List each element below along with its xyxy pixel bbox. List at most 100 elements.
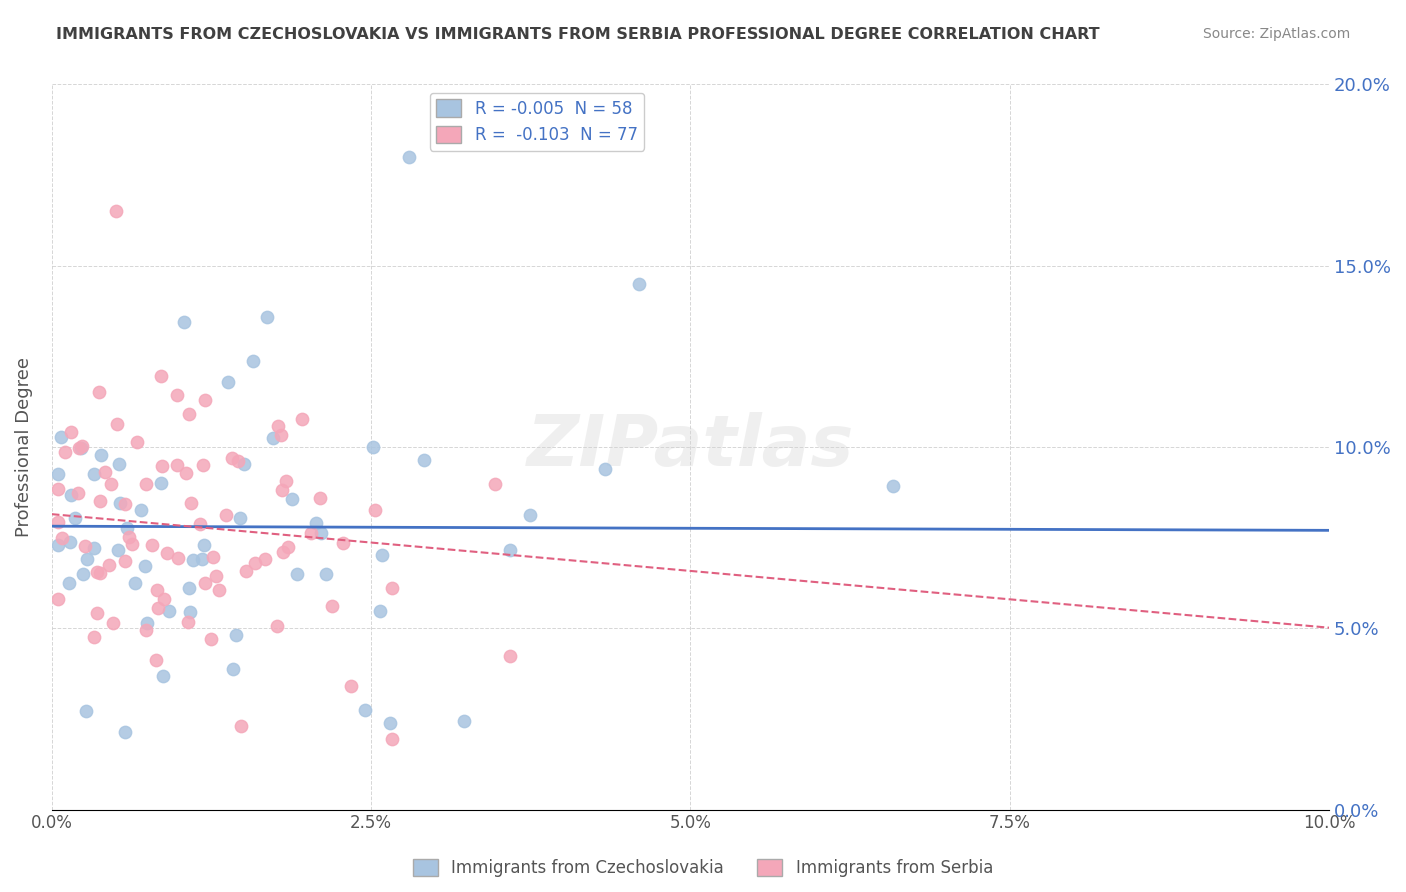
Point (83, 630, 105, 644)
Point (173, 315, 195, 329)
Text: ZIPatlas: ZIPatlas (527, 412, 853, 482)
Point (174, 466, 197, 480)
Legend: Immigrants from Czechoslovakia, Immigrants from Serbia: Immigrants from Czechoslovakia, Immigran… (406, 852, 1000, 884)
Point (83, 541, 105, 556)
Point (89, 566, 111, 580)
Point (271, 545, 294, 559)
Point (205, 569, 228, 583)
Point (100, 477, 122, 491)
Text: IMMIGRANTS FROM CZECHOSLOVAKIA VS IMMIGRANTS FROM SERBIA PROFESSIONAL DEGREE COR: IMMIGRANTS FROM CZECHOSLOVAKIA VS IMMIGR… (56, 27, 1099, 42)
Point (271, 483, 294, 498)
Point (593, 461, 616, 475)
Point (179, 408, 201, 422)
Point (882, 478, 904, 492)
Point (46, 538, 69, 552)
Point (370, 549, 392, 563)
Point (208, 582, 231, 597)
Point (361, 441, 384, 455)
Point (332, 536, 354, 550)
Point (149, 475, 172, 490)
Point (87, 384, 110, 399)
Point (225, 628, 247, 642)
Point (166, 458, 188, 472)
Point (221, 451, 243, 466)
Point (194, 392, 217, 407)
Point (105, 417, 128, 431)
Point (315, 567, 337, 582)
Point (215, 508, 238, 523)
Point (152, 669, 174, 683)
Point (308, 491, 330, 505)
Point (148, 600, 170, 615)
Point (150, 368, 173, 383)
Point (484, 476, 506, 491)
Point (51, 531, 73, 545)
Point (67, 442, 90, 456)
Point (274, 475, 297, 489)
Point (299, 526, 322, 541)
Point (166, 388, 188, 402)
Point (114, 497, 136, 511)
Point (188, 517, 211, 532)
Point (226, 454, 249, 468)
Point (107, 542, 129, 557)
Point (267, 419, 290, 434)
Point (134, 558, 156, 573)
Point (398, 150, 420, 164)
Text: Source: ZipAtlas.com: Source: ZipAtlas.com (1202, 27, 1350, 41)
Point (146, 582, 169, 597)
Point (97, 558, 120, 572)
Point (73, 539, 96, 553)
Point (179, 605, 201, 619)
Point (364, 503, 387, 517)
Point (72, 567, 94, 582)
Point (114, 554, 136, 568)
Point (229, 718, 252, 732)
Point (233, 457, 256, 471)
Point (453, 714, 475, 728)
Point (89, 493, 111, 508)
Point (70, 439, 93, 453)
Point (242, 353, 264, 368)
Point (270, 428, 292, 442)
Point (190, 552, 212, 566)
Point (368, 604, 391, 618)
Point (145, 653, 167, 667)
Point (76, 552, 98, 566)
Point (135, 476, 157, 491)
Point (66, 485, 89, 500)
Point (413, 452, 436, 467)
Point (46, 482, 69, 496)
Point (59, 425, 82, 439)
Point (110, 496, 132, 510)
Point (321, 599, 343, 613)
Point (46, 467, 69, 481)
Point (157, 604, 180, 618)
Point (378, 716, 401, 731)
Point (83, 467, 105, 481)
Point (136, 615, 159, 630)
Point (46, 592, 69, 607)
Point (53, 444, 76, 458)
Point (150, 459, 173, 474)
Point (114, 724, 136, 739)
Point (125, 435, 148, 450)
Point (202, 549, 225, 564)
Point (180, 495, 202, 509)
Point (58, 576, 80, 591)
Point (129, 503, 152, 517)
Point (354, 703, 377, 717)
Point (156, 546, 179, 560)
Point (59, 488, 82, 502)
Point (281, 492, 304, 507)
Point (108, 457, 131, 471)
Point (305, 516, 328, 530)
Point (381, 581, 404, 595)
Point (59, 535, 82, 549)
Point (381, 732, 404, 747)
Point (277, 540, 299, 554)
Point (70, 442, 93, 456)
Point (179, 581, 201, 595)
Point (152, 592, 174, 607)
Point (499, 648, 522, 663)
